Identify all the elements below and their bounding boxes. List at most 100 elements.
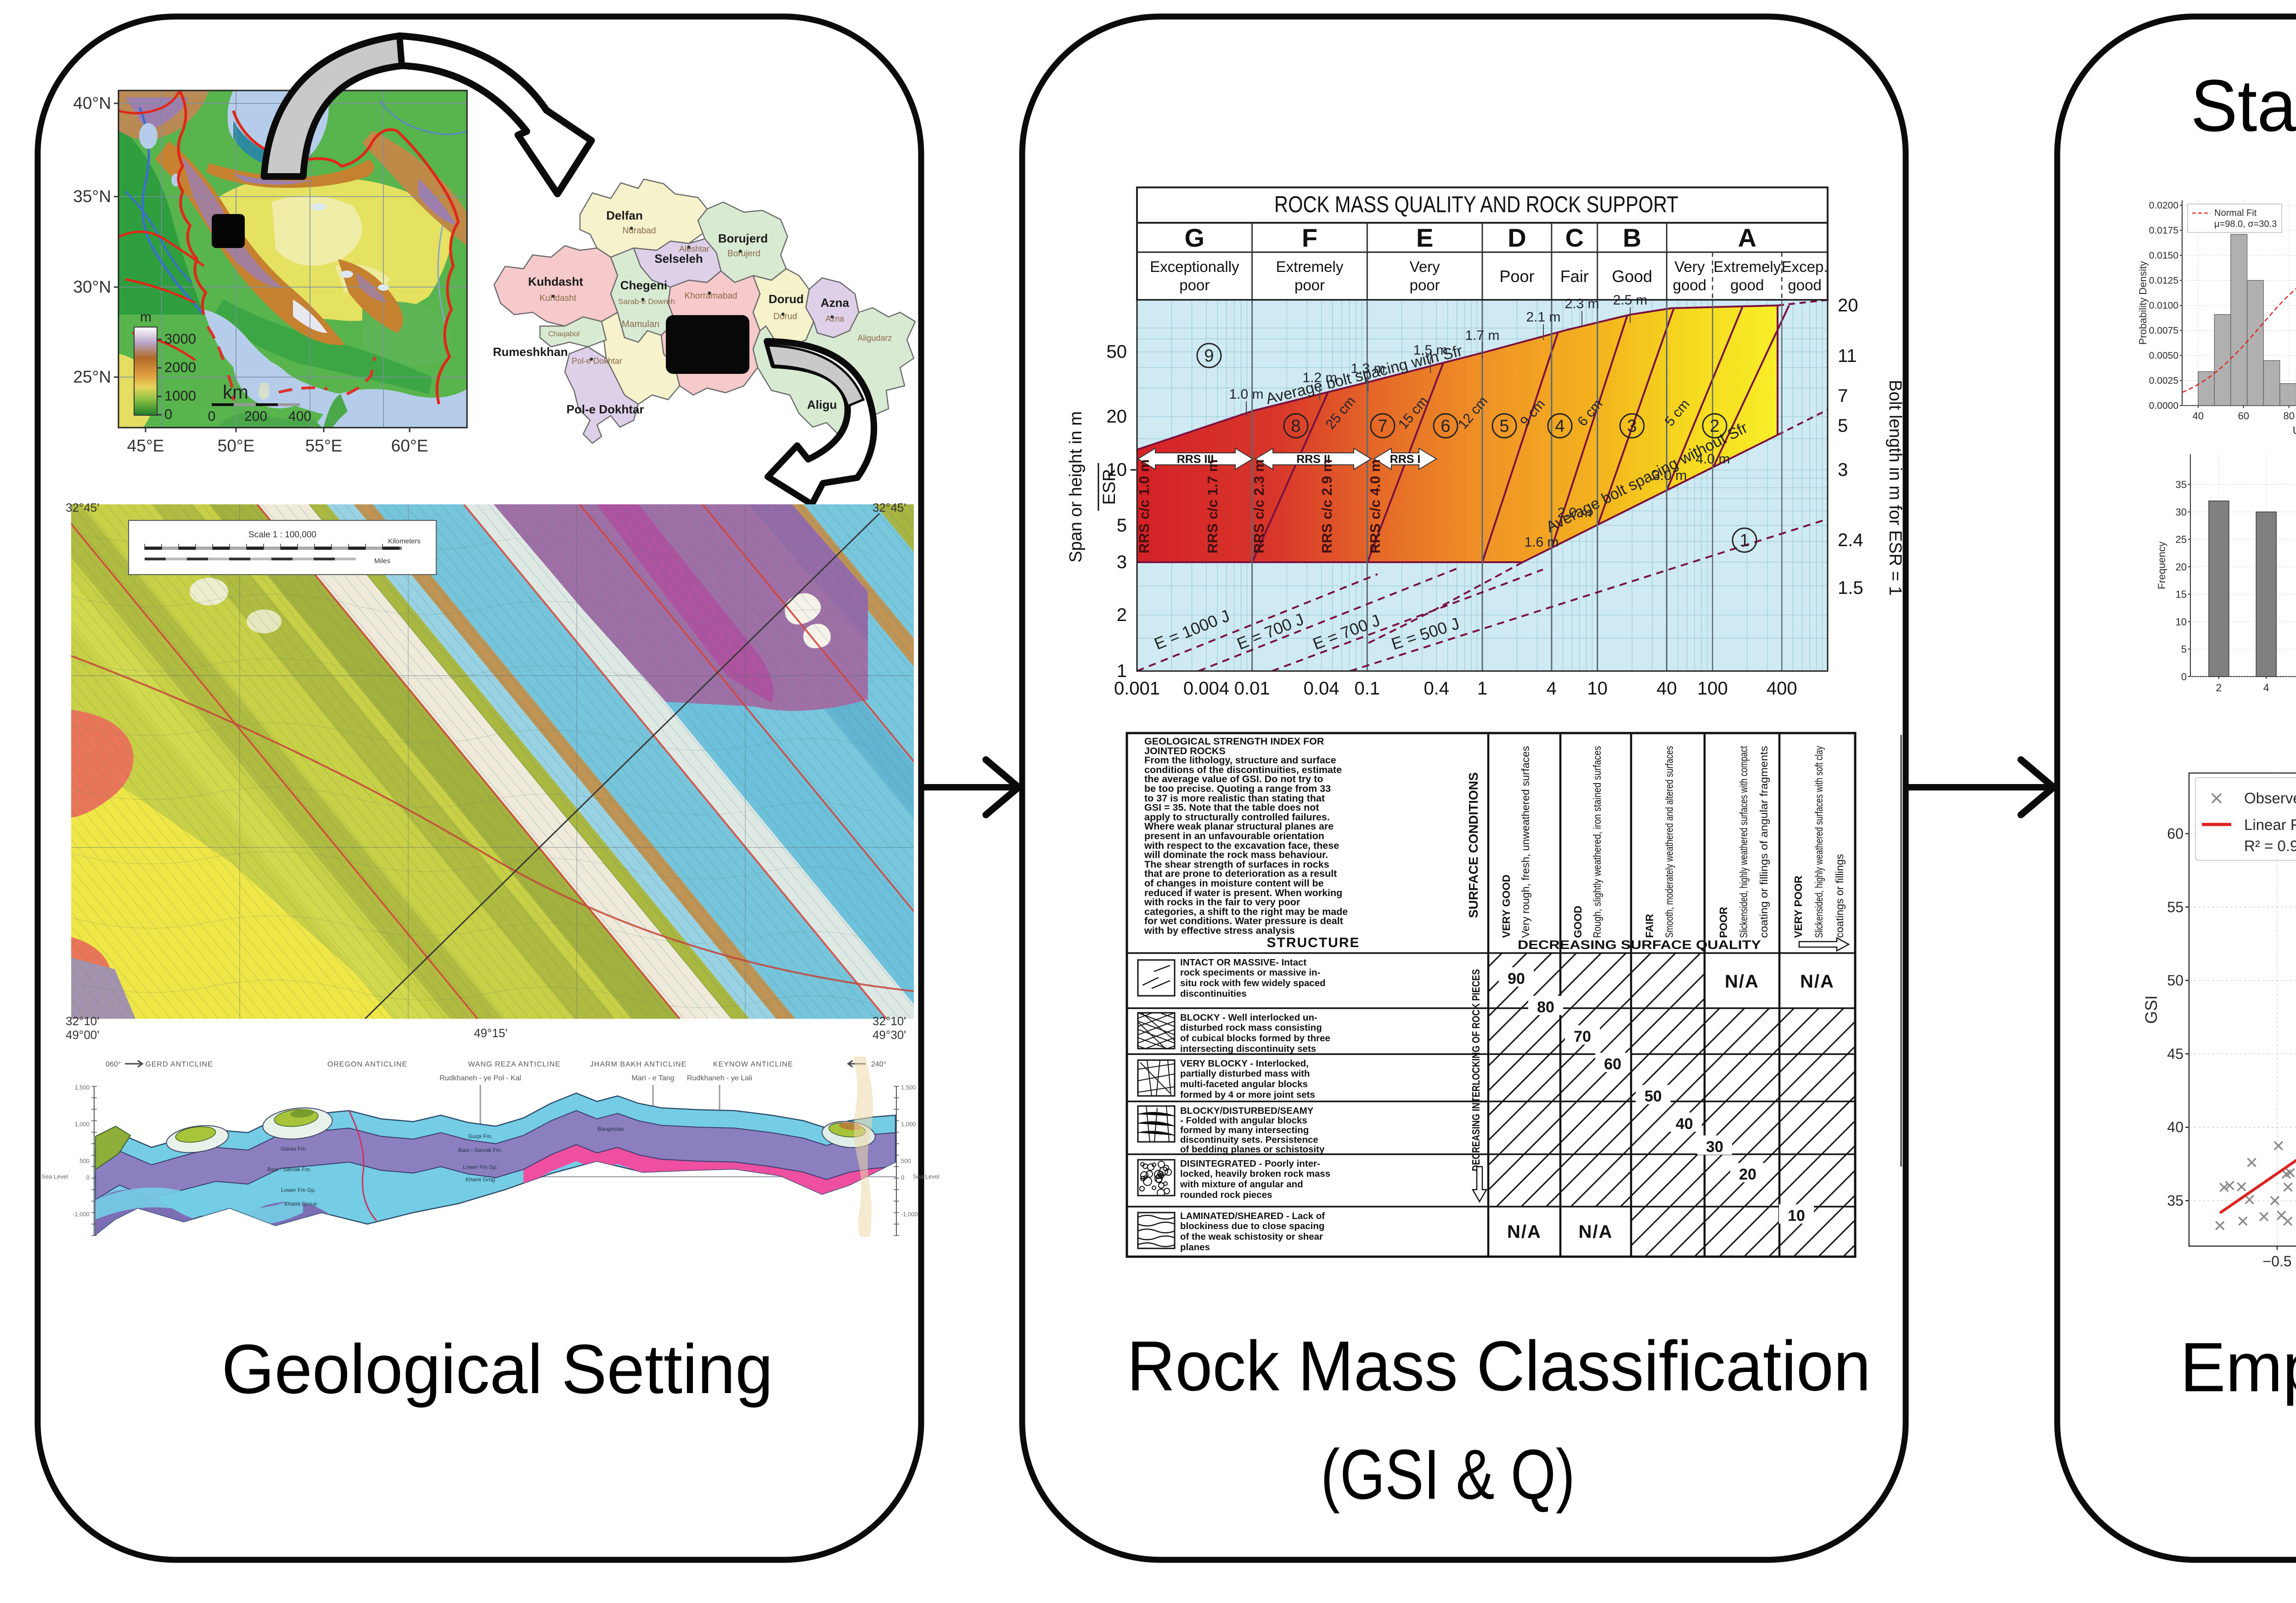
svg-text:μ=98.0, σ=30.3: μ=98.0, σ=30.3 [2214,219,2277,229]
svg-text:partially disturbed mass with: partially disturbed mass with [1180,1068,1310,1079]
svg-text:2: 2 [2216,682,2222,694]
svg-text:1.5 m: 1.5 m [1413,343,1447,358]
svg-text:Good: Good [1612,267,1652,286]
svg-text:70: 70 [1574,1028,1591,1045]
svg-text:GEOLOGICAL STRENGTH INDEX FOR: GEOLOGICAL STRENGTH INDEX FOR [1144,736,1324,747]
svg-text:ROCK MASS QUALITY AND ROCK SUP: ROCK MASS QUALITY AND ROCK SUPPORT [1274,192,1678,217]
svg-text:(GSI & Q): (GSI & Q) [1321,1435,1575,1514]
svg-text:6: 6 [1441,417,1450,436]
svg-text:RRS II: RRS II [1296,453,1330,466]
svg-text:Pol-e Dokhtar: Pol-e Dokhtar [566,402,644,416]
svg-text:Borujerd: Borujerd [718,231,768,245]
svg-text:Very rough, fresh, unweathered: Very rough, fresh, unweathered surfaces [1519,746,1531,938]
svg-text:40°N: 40°N [73,94,111,113]
svg-text:Khorramabad: Khorramabad [684,291,737,301]
svg-text:60: 60 [2167,825,2183,842]
svg-text:RRS I: RRS I [1390,453,1421,466]
svg-text:Khami Grog: Khami Grog [466,1176,495,1183]
svg-text:KEYNOW ANTICLINE: KEYNOW ANTICLINE [713,1061,793,1068]
svg-text:VERY GOOD: VERY GOOD [1500,875,1512,938]
svg-text:poor: poor [1410,277,1440,294]
svg-text:500: 500 [79,1157,90,1164]
svg-text:Span or height in m: Span or height in m [1066,411,1086,563]
svg-text:60°E: 60°E [391,436,428,455]
svg-text:Rudkhaneh - ye Pol - Kal: Rudkhaneh - ye Pol - Kal [439,1074,521,1082]
svg-text:100: 100 [1697,678,1728,699]
svg-text:200: 200 [244,409,267,424]
svg-text:5: 5 [2181,643,2187,655]
svg-text:Bani - Sarvak Fm.: Bani - Sarvak Fm. [458,1147,502,1153]
svg-text:good: good [1673,277,1706,294]
svg-text:7: 7 [1838,386,1848,406]
svg-text:Kuhdasht: Kuhdasht [540,294,577,303]
svg-text:Lower Fm Gp.: Lower Fm Gp. [281,1187,316,1193]
svg-text:GSI = 35. Note that the table: GSI = 35. Note that the table does not [1144,802,1319,813]
svg-text:2: 2 [1117,605,1127,625]
svg-text:-1,000: -1,000 [901,1211,918,1218]
svg-text:Bangestan: Bangestan [597,1126,624,1132]
svg-text:10: 10 [1587,678,1608,699]
svg-text:Miles: Miles [374,557,390,565]
svg-text:Azna: Azna [821,296,850,310]
svg-text:formed by many intersecting: formed by many intersecting [1180,1125,1309,1135]
svg-text:5: 5 [1838,416,1848,436]
svg-text:0.0050: 0.0050 [2149,350,2178,361]
svg-text:reduced if water is present. W: reduced if water is present. When workin… [1144,887,1342,898]
svg-text:060°: 060° [106,1061,121,1068]
svg-text:2.0 m: 2.0 m [1557,505,1592,520]
svg-text:0.004: 0.004 [1183,678,1229,699]
svg-text:50: 50 [1644,1088,1662,1105]
svg-text:8: 8 [1291,417,1300,436]
svg-text:Rudkhaneh - ye Lali: Rudkhaneh - ye Lali [687,1074,752,1082]
svg-text:poor: poor [1179,277,1210,294]
svg-text:50°E: 50°E [218,436,255,455]
svg-text:Slickensided, highly weathered: Slickensided, highly weathered surfaces … [1813,746,1825,938]
svg-text:of the weak schistosity or she: of the weak schistosity or shear [1180,1231,1323,1242]
svg-text:Very: Very [1410,258,1441,275]
svg-text:-1,000: -1,000 [73,1211,90,1218]
svg-text:0.0150: 0.0150 [2149,250,2178,261]
svg-text:1000: 1000 [164,388,196,404]
svg-text:1,500: 1,500 [74,1084,90,1091]
svg-text:coating or fillings of angular: coating or fillings of angular fragments [1758,746,1770,938]
svg-text:60: 60 [1604,1055,1621,1073]
svg-text:good: good [1788,277,1821,294]
svg-text:that are prone to deterioratio: that are prone to deterioration as a res… [1144,868,1337,879]
svg-text:50: 50 [1107,342,1127,362]
svg-text:Dorud: Dorud [769,292,804,306]
svg-text:R² = 0.90: R² = 0.90 [2244,837,2296,854]
svg-text:49°15': 49°15' [474,1026,507,1040]
svg-text:with mixture of angular and: with mixture of angular and [1180,1179,1303,1190]
svg-text:400: 400 [1767,678,1797,699]
svg-text:3: 3 [1627,417,1637,436]
svg-text:GERD ANTICLINE: GERD ANTICLINE [145,1061,213,1068]
svg-text:45°E: 45°E [127,436,164,455]
svg-text:E: E [1416,223,1433,252]
svg-text:situ rock with few widely spac: situ rock with few widely spaced [1180,978,1326,988]
svg-text:JOINTED ROCKS: JOINTED ROCKS [1144,745,1226,756]
svg-text:FAIR: FAIR [1643,914,1655,938]
svg-text:0: 0 [2181,671,2187,683]
svg-text:80: 80 [1537,999,1554,1016]
svg-text:Borujerd: Borujerd [727,249,760,259]
svg-text:conditions of the discontinuit: conditions of the discontinuities, estim… [1144,764,1342,775]
svg-text:RRS III: RRS III [1177,453,1214,466]
svg-text:Delfan: Delfan [606,209,642,222]
svg-text:Geological Setting: Geological Setting [222,1330,773,1408]
svg-text:G: G [1185,223,1205,252]
svg-text:The shear strength of surfaces: The shear strength of surfaces in rocks [1144,859,1329,870]
svg-text:1,000: 1,000 [901,1121,916,1128]
svg-text:RRS c/c 2.3 m: RRS c/c 2.3 m [1251,459,1267,553]
svg-text:4: 4 [1547,678,1557,699]
svg-text:BLOCKY - Well interlocked un-: BLOCKY - Well interlocked un- [1180,1012,1317,1023]
svg-text:1: 1 [1117,661,1127,681]
svg-text:poor: poor [1294,277,1325,294]
svg-text:1,500: 1,500 [901,1084,916,1091]
svg-text:be too precise. Quoting a rang: be too precise. Quoting a range from 33 [1144,783,1331,794]
svg-text:40: 40 [2167,1119,2183,1135]
svg-text:2.3 m: 2.3 m [1564,296,1599,311]
svg-text:ESR: ESR [1100,469,1119,505]
svg-text:40: 40 [1656,678,1677,699]
svg-text:90: 90 [1508,970,1525,988]
svg-text:GSI: GSI [2142,995,2161,1024]
